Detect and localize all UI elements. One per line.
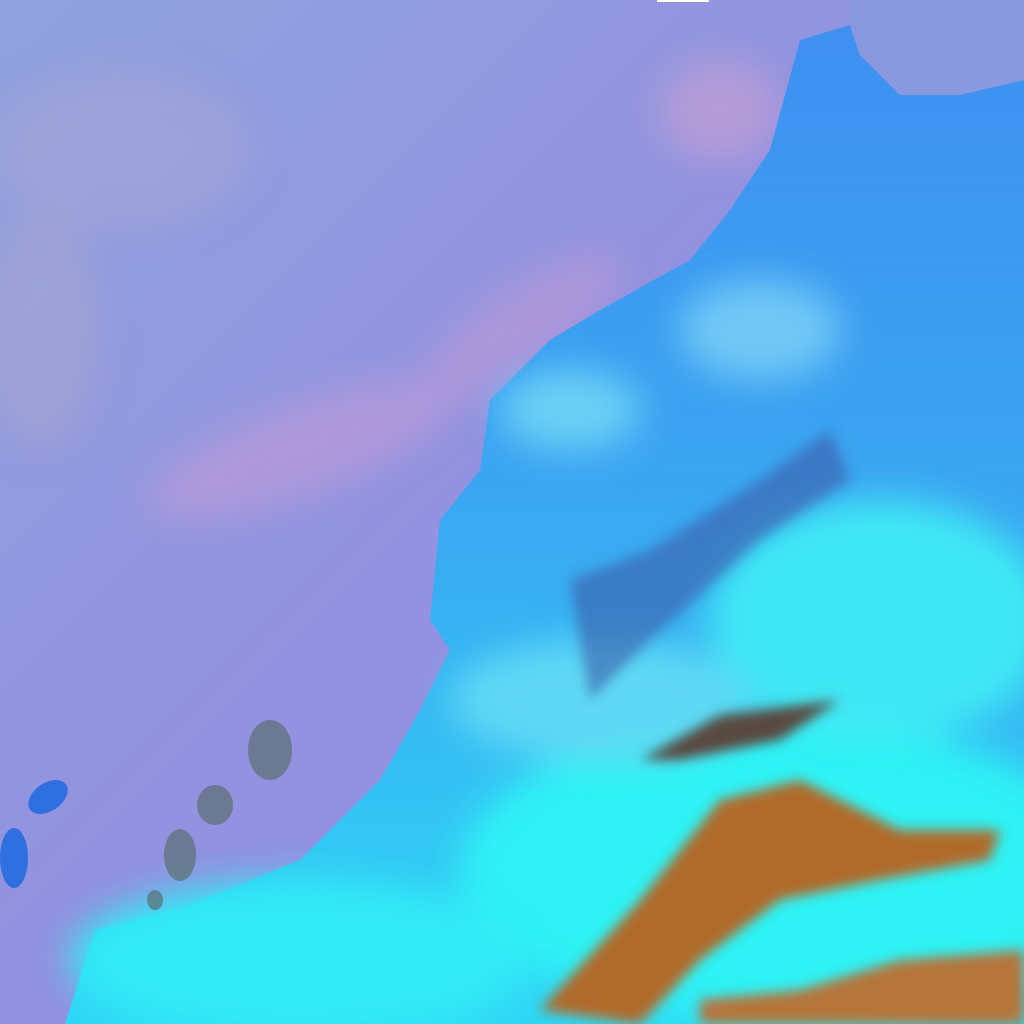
islands bbox=[0, 720, 292, 910]
atlas-mountains bbox=[540, 430, 1024, 1024]
ocean-haze bbox=[0, 60, 780, 520]
top-bar-mark bbox=[657, 0, 709, 2]
land-north-tip bbox=[850, 0, 1024, 95]
